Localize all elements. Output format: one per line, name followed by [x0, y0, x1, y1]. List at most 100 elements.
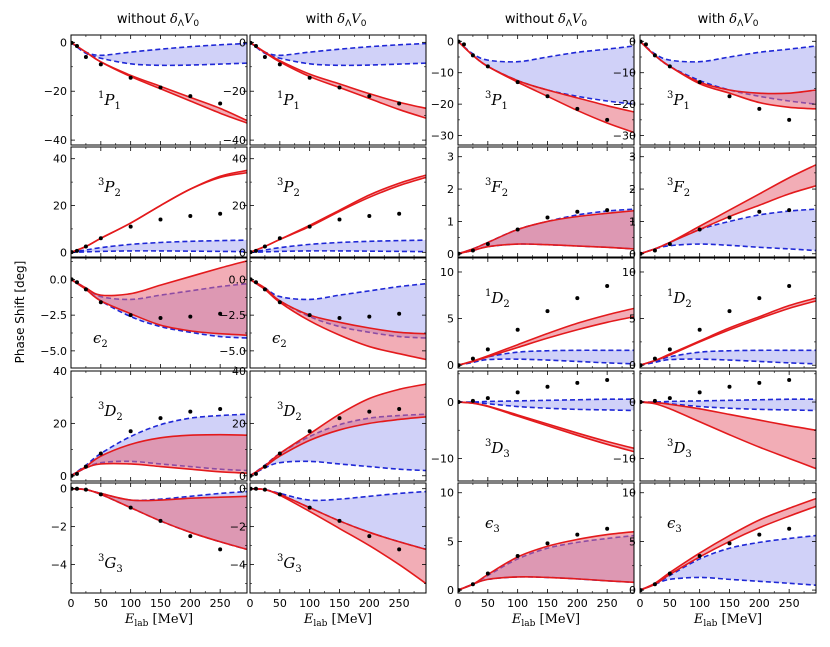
blue-band-fill — [250, 240, 426, 253]
data-point — [128, 313, 133, 318]
x-tick-label: 250 — [597, 597, 618, 610]
panel-0-2: ϵ2 — [70, 257, 248, 369]
panel-frame — [457, 146, 635, 258]
data-point — [253, 280, 258, 285]
column-title-3: with δΛV0 — [698, 12, 759, 29]
data-point — [128, 505, 133, 510]
blue-band-upper — [71, 239, 247, 254]
y-tick-label: 0 — [447, 248, 454, 261]
panel-label: ϵ2 — [93, 329, 108, 350]
y-tick-label: −4 — [230, 559, 246, 572]
data-point — [262, 244, 267, 249]
data-point — [158, 217, 163, 222]
data-point — [605, 378, 610, 383]
data-point — [367, 314, 372, 319]
red-band-upper — [458, 209, 634, 255]
data-point — [250, 40, 253, 45]
data-point — [787, 378, 792, 383]
data-point — [253, 471, 258, 476]
data-point — [397, 101, 402, 106]
y-tick-label: −2.5 — [219, 309, 246, 322]
y-tick-label: 0 — [60, 483, 67, 496]
y-tick-label: 5 — [629, 535, 636, 548]
data-point — [470, 53, 475, 58]
red-band-upper — [71, 41, 247, 122]
red-band-lower — [640, 401, 816, 470]
x-tick-label: 250 — [779, 597, 800, 610]
x-tick-label: 200 — [567, 597, 588, 610]
x-axis-label: Elab [MeV] — [303, 612, 372, 629]
data-point — [83, 244, 88, 249]
red-band-fill — [71, 434, 247, 476]
y-tick-label: 20 — [53, 417, 67, 430]
panel-label: 3D3 — [485, 438, 510, 460]
panel-label: 3F2 — [485, 177, 508, 199]
data-point — [697, 390, 702, 395]
data-point — [98, 62, 103, 67]
y-tick-label: 10 — [622, 487, 636, 500]
data-point — [83, 487, 88, 492]
y-tick-label: −40 — [44, 134, 67, 147]
data-point — [667, 347, 672, 352]
blue-band-lower — [458, 40, 634, 105]
data-point — [128, 429, 133, 434]
panel-label: 3D3 — [667, 438, 692, 460]
blue-band-fill — [250, 279, 426, 338]
y-tick-label: 0.0 — [50, 273, 68, 286]
data-point — [727, 215, 732, 220]
panel-1-3: 3D2 — [249, 370, 427, 482]
panel-frame — [457, 34, 635, 146]
panel-label: 3G3 — [277, 553, 302, 575]
blue-band-fill — [640, 41, 816, 105]
blue-band-fill — [250, 488, 426, 550]
data-point — [307, 224, 312, 229]
y-tick-label: 2 — [447, 183, 454, 196]
data-point — [575, 296, 580, 301]
panel-1-4: 3G3 — [249, 482, 427, 594]
data-point — [515, 227, 520, 232]
y-tick-label: 3 — [629, 151, 636, 164]
data-point — [667, 64, 672, 69]
panel-frame — [70, 482, 248, 594]
y-tick-label: −4 — [51, 559, 67, 572]
data-point — [253, 44, 258, 48]
y-tick-label: 20 — [232, 417, 246, 430]
plot-area — [458, 39, 634, 134]
x-tick-label: 100 — [507, 597, 528, 610]
panel-frame — [70, 34, 248, 146]
data-point — [71, 40, 74, 45]
plot-area — [640, 497, 816, 593]
data-point — [787, 117, 792, 122]
data-point — [461, 42, 466, 47]
y-tick-label: −2 — [51, 521, 67, 534]
data-point — [98, 451, 103, 456]
data-point — [545, 541, 550, 546]
data-point — [188, 314, 193, 319]
data-point — [727, 309, 732, 314]
data-point — [667, 242, 672, 247]
data-point — [575, 209, 580, 214]
x-tick-label: 150 — [329, 597, 350, 610]
red-band-fill — [71, 42, 247, 123]
data-point — [218, 211, 223, 216]
x-tick-label: 100 — [689, 597, 710, 610]
data-point — [158, 518, 163, 523]
x-tick-label: 150 — [150, 597, 171, 610]
y-tick-label: 10 — [622, 266, 636, 279]
plot-area — [458, 283, 634, 368]
y-tick-label: 20 — [232, 200, 246, 213]
panel-frame — [249, 257, 427, 369]
panel-frame — [639, 370, 817, 482]
data-point — [575, 532, 580, 537]
data-point — [277, 300, 282, 305]
panel-label: ϵ3 — [485, 514, 500, 535]
column-title-2: without δΛV0 — [505, 12, 587, 29]
blue-band-upper — [640, 349, 816, 366]
data-point — [515, 390, 520, 395]
data-point — [188, 94, 193, 99]
data-point — [470, 398, 475, 403]
panel-0-4: 3G3 — [70, 482, 248, 594]
data-point — [485, 64, 490, 69]
panel-frame — [249, 370, 427, 482]
